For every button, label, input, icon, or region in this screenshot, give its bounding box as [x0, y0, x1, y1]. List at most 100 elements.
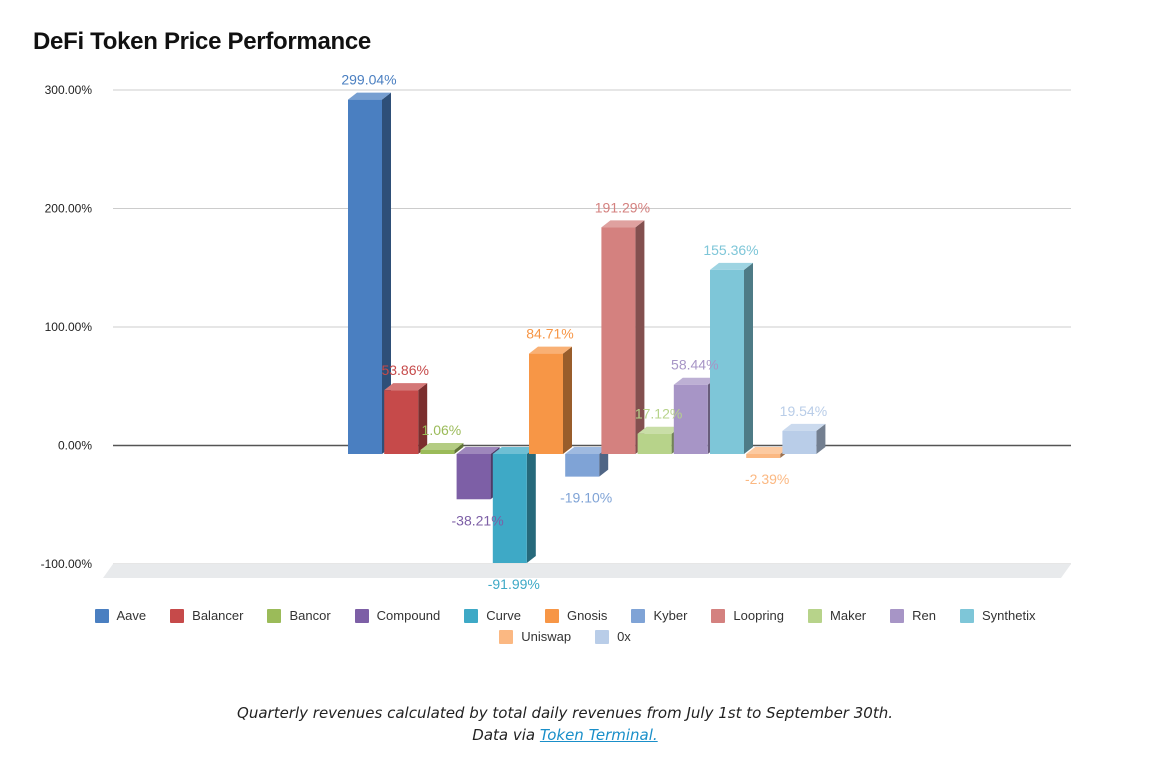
bar-front [601, 227, 636, 454]
bar-synthetix [710, 262, 753, 454]
legend-swatch [354, 608, 369, 623]
legend-item-maker: Maker [808, 608, 866, 623]
bar-front [529, 353, 563, 454]
bar-0x [782, 423, 826, 454]
data-label-bancor: 1.06% [422, 422, 462, 438]
legend-label: Gnosis [566, 608, 608, 623]
legend-label: Curve [486, 608, 521, 623]
legend-row: Uniswap 0x [40, 626, 1090, 647]
legend-label: Loopring [733, 608, 785, 623]
legend-item-0x: 0x [595, 629, 631, 644]
legend-label: Kyber [653, 608, 688, 623]
legend-swatch [464, 608, 479, 623]
bar-side [382, 92, 391, 454]
bar-front [565, 454, 600, 477]
bar-top [384, 383, 428, 391]
bar-gnosis [529, 346, 572, 454]
bar-top [710, 262, 753, 270]
legend-swatch [960, 608, 974, 623]
bar-side [418, 383, 428, 454]
bar-aave [348, 92, 391, 454]
legend-swatch [890, 608, 905, 623]
bar-side [599, 447, 609, 477]
bar-side [454, 443, 464, 454]
data-label-balancer: 53.86% [381, 362, 428, 378]
y-axis-ticks: 300.00% 200.00% 100.00% 0.00% -100.00% [41, 83, 93, 571]
data-label-synthetix: 155.36% [703, 242, 758, 258]
bar-side [563, 346, 572, 454]
data-label-uniswap: -2.39% [745, 471, 789, 487]
bar-front [782, 430, 817, 454]
legend-label: 0x [617, 629, 631, 644]
legend-item-balancer: Balancer [170, 608, 243, 623]
legend-item-compound: Compound [354, 608, 441, 623]
legend-label: Compound [376, 608, 441, 623]
bar-side [816, 423, 826, 454]
bar-top [746, 447, 790, 454]
bar-front [492, 454, 527, 564]
bar-front [384, 390, 419, 454]
legend-swatch [267, 608, 282, 623]
bar-top [637, 426, 681, 434]
data-label-gnosis: 84.71% [526, 326, 573, 342]
legend-item-gnosis: Gnosis [544, 608, 608, 623]
data-label-kyber: -19.10% [560, 490, 612, 506]
bar-side [744, 262, 753, 454]
legend-item-bancor: Bancor [267, 608, 331, 623]
bar-side [635, 220, 645, 454]
caption-line-1: Quarterly revenues calculated by total d… [237, 704, 893, 722]
legend-item-synthetix: Synthetix [960, 608, 1035, 623]
bar-top [565, 447, 609, 454]
legend-item-loopring: Loopring [711, 608, 784, 623]
legend-row: Aave Balancer Bancor Compound Curve Gnosis Kyb… [40, 605, 1090, 626]
bar-top [601, 220, 645, 228]
legend-label: Bancor [289, 608, 331, 623]
bar-kyber [565, 447, 609, 477]
legend: Aave Balancer Bancor Compound Curve Gnosis Kyb… [40, 605, 1090, 647]
bar-front [673, 384, 708, 454]
y-tick-label: 300.00% [45, 83, 93, 97]
token-terminal-link[interactable]: Token Terminal. [539, 726, 658, 744]
bar-top [456, 447, 500, 454]
legend-item-uniswap: Uniswap [499, 629, 571, 644]
legend-label: Uniswap [521, 629, 572, 644]
data-label-0x: 19.54% [780, 403, 827, 419]
gridlines [113, 89, 1071, 565]
bar-curve [492, 447, 536, 564]
data-label-maker: 17.12% [635, 406, 682, 422]
legend-swatch [170, 608, 185, 623]
legend-item-aave: Aave [94, 608, 146, 623]
legend-label: Synthetix [982, 608, 1036, 623]
bar-front [746, 454, 781, 458]
bar-top [782, 423, 826, 431]
legend-swatch [544, 608, 559, 623]
bar-side [526, 447, 536, 564]
data-labels: 299.04% 53.86% 1.06% -38.21% -91.99% 84.71% -1… [341, 72, 827, 592]
chart-title: DeFi Token Price Performance [33, 28, 371, 55]
y-tick-label: -100.00% [41, 557, 93, 571]
bars [348, 92, 826, 564]
legend-swatch [808, 608, 823, 623]
legend-swatch [631, 608, 646, 623]
data-label-loopring: 191.29% [595, 199, 650, 215]
bar-front [637, 433, 672, 454]
legend-swatch [499, 629, 514, 644]
legend-item-ren: Ren [890, 608, 936, 623]
bar-top [348, 92, 391, 100]
data-label-aave: 299.04% [341, 72, 396, 88]
chart-floor [103, 564, 1071, 578]
legend-swatch [711, 608, 726, 623]
legend-swatch [94, 608, 109, 623]
bar-loopring [601, 220, 645, 454]
data-label-curve: -91.99% [488, 576, 540, 592]
bar-top [673, 377, 717, 385]
bar-front [420, 450, 455, 454]
caption-line-2: Data via Token Terminal. [0, 724, 1130, 746]
legend-label: Ren [912, 608, 936, 623]
bar-bancor [420, 443, 464, 454]
bar-front [456, 454, 491, 500]
chart-floor-plane [103, 564, 1071, 578]
data-label-compound: -38.21% [452, 512, 504, 528]
y-tick-label: 200.00% [45, 202, 93, 216]
data-label-ren: 58.44% [671, 357, 718, 373]
